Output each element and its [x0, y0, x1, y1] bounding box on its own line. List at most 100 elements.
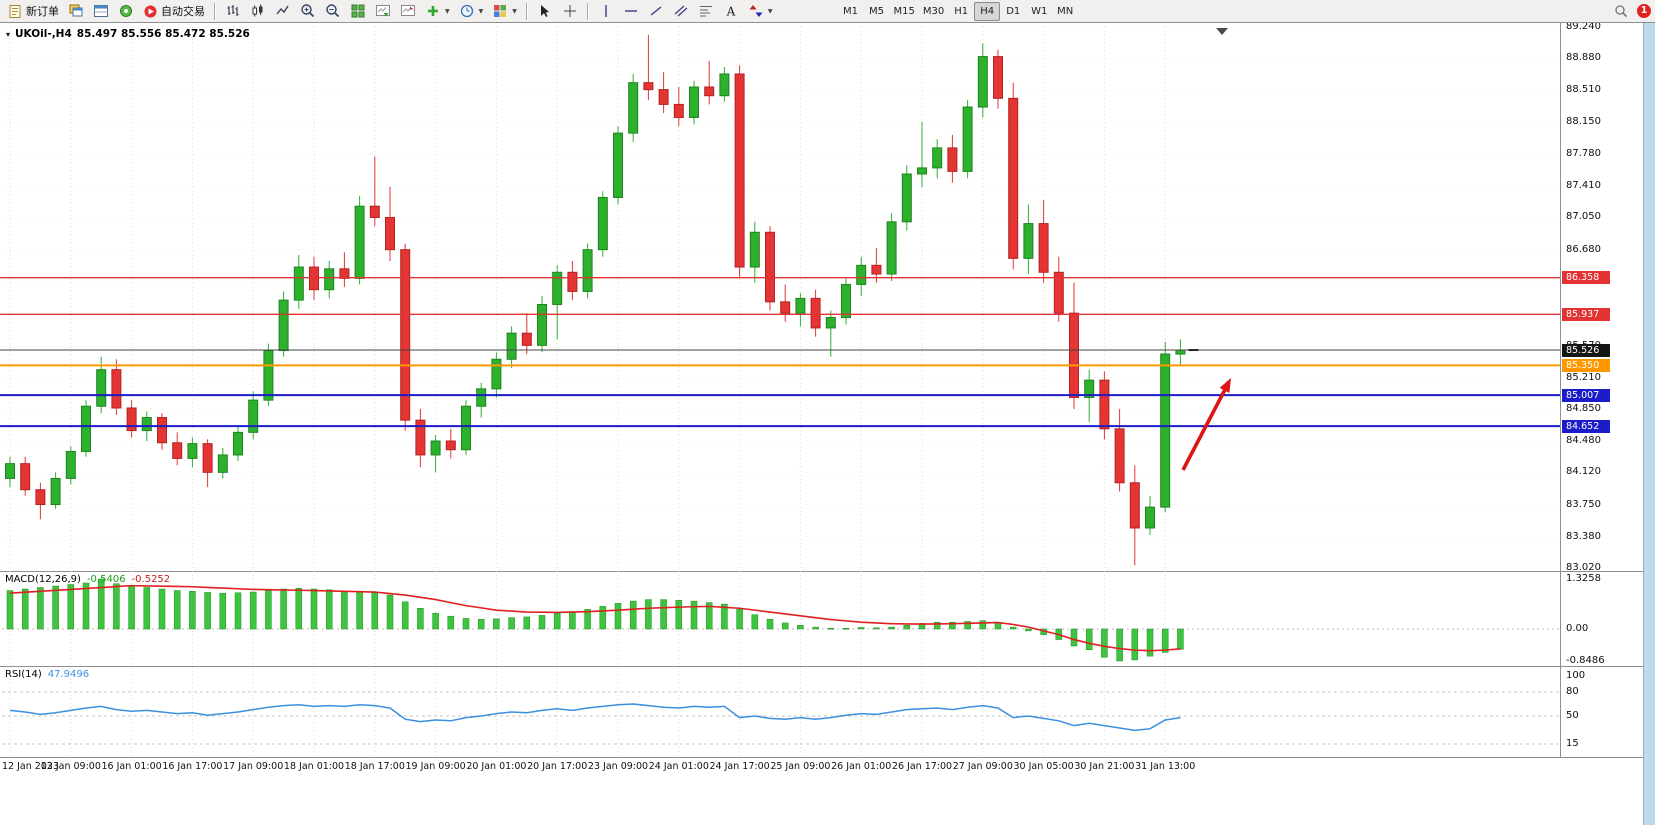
auto-trading-button[interactable]: 自动交易	[139, 1, 209, 21]
channel-tool-button[interactable]	[669, 1, 693, 21]
macd-histogram-bar	[1070, 628, 1078, 647]
price-axis-label: 83.750	[1566, 498, 1601, 510]
tile-windows-icon	[351, 4, 365, 18]
periods-button[interactable]: ▼	[455, 1, 488, 21]
macd-histogram-bar	[356, 591, 363, 630]
candle-body	[263, 350, 274, 401]
vertical-scrollbar[interactable]	[1643, 23, 1655, 825]
notification-badge[interactable]: 1	[1637, 4, 1651, 18]
timeframe-h4[interactable]: H4	[974, 1, 1001, 21]
timeframe-w1[interactable]: W1	[1031, 5, 1048, 17]
search-button[interactable]	[1610, 1, 1633, 21]
charts-window-button[interactable]	[64, 1, 88, 21]
candle-body	[1023, 223, 1034, 259]
vertical-line-tool-button[interactable]	[594, 1, 618, 21]
zoom-out-icon	[326, 4, 340, 18]
charts-window-icon	[69, 4, 83, 17]
auto-scroll-button[interactable]	[371, 1, 395, 21]
market-watch-button[interactable]	[89, 1, 113, 21]
price-tag-85.526[interactable]: 85.526	[1562, 343, 1610, 357]
candle-body	[430, 440, 441, 456]
line-chart-button[interactable]	[271, 1, 295, 21]
timeframe-m30[interactable]: M30	[922, 5, 945, 17]
candle-body	[81, 405, 91, 452]
crosshair-button[interactable]	[558, 1, 582, 21]
price-axis-label: 87.410	[1566, 180, 1601, 192]
trendline-tool-button[interactable]	[644, 1, 668, 21]
timeframe-d1[interactable]: D1	[1006, 5, 1021, 17]
candle-body	[1069, 312, 1079, 399]
time-axis-label: 20 Jan 17:00	[527, 761, 588, 772]
macd-histogram-bar	[82, 582, 90, 630]
candle-body	[1053, 271, 1064, 314]
templates-button[interactable]: ▼	[488, 1, 521, 21]
price-tag-85.007[interactable]: 85.007	[1562, 388, 1610, 402]
candle-body	[962, 106, 973, 172]
candle-body	[385, 216, 395, 251]
candle-body	[415, 419, 426, 456]
price-tag-86.358[interactable]: 86.358	[1562, 271, 1610, 285]
chart-shift-button[interactable]	[396, 1, 420, 21]
candlesticks-icon	[252, 4, 263, 17]
macd-histogram-bar	[265, 590, 272, 630]
navigator-icon	[120, 5, 132, 17]
horizontal-line-tool-button[interactable]	[619, 1, 643, 21]
time-axis-label: 17 Jan 09:00	[223, 761, 284, 772]
timeframe-mn[interactable]: MN	[1057, 5, 1074, 17]
candlestick-chart-button[interactable]	[246, 1, 270, 21]
time-axis-label: 13 Jan 09:00	[40, 761, 101, 772]
candle-body	[461, 405, 471, 451]
price-tag-85.937[interactable]: 85.937	[1562, 307, 1610, 321]
price-tag-85.350[interactable]: 85.350	[1562, 358, 1610, 372]
time-axis-label: 26 Jan 17:00	[891, 761, 953, 772]
zoom-out-button[interactable]	[321, 1, 345, 21]
candle-body	[1160, 353, 1171, 508]
candle-body	[324, 268, 335, 291]
candle-body	[704, 86, 715, 97]
timeframe-m15[interactable]: M15	[893, 5, 915, 17]
zoom-in-icon	[301, 4, 315, 18]
cursor-button[interactable]	[533, 1, 557, 21]
ohlc-bars-icon	[227, 5, 239, 16]
macd-histogram-bar	[1101, 628, 1108, 658]
bar-chart-button[interactable]	[221, 1, 245, 21]
collapse-triangle-icon[interactable]: ▾	[6, 29, 11, 39]
macd-histogram-bar	[523, 616, 531, 630]
fibonacci-tool-button[interactable]	[694, 1, 718, 21]
new-order-button[interactable]: 新订单	[4, 1, 63, 21]
timeframe-m5[interactable]: M5	[869, 5, 884, 17]
macd-axis-label: 1.3258	[1566, 573, 1601, 584]
trendline-icon	[650, 6, 662, 16]
time-axis[interactable]: 12 Jan 2023 13 Jan 09:00 16 Jan 01:00 16 Ja…	[0, 758, 1643, 775]
trend-arrow-line[interactable]	[1181, 386, 1228, 471]
candle-body	[871, 264, 882, 275]
candle-body	[233, 431, 243, 456]
timeframe-h1[interactable]: H1	[954, 5, 969, 17]
chart-end-marker-icon[interactable]	[1216, 28, 1228, 35]
rsi-axis-label: 100	[1566, 670, 1586, 681]
trend-arrow-head[interactable]	[1219, 378, 1231, 393]
arrows-tool-button[interactable]: ▼	[744, 1, 777, 21]
time-axis-label: 18 Jan 17:00	[344, 761, 405, 772]
candle-body	[765, 231, 775, 303]
zoom-in-button[interactable]	[296, 1, 320, 21]
macd-histogram-bar	[705, 602, 713, 630]
macd-histogram-bar	[979, 620, 987, 630]
timeframe-m1[interactable]: M1	[843, 5, 858, 17]
tile-windows-button[interactable]	[346, 1, 370, 21]
price-axis[interactable]: 89.240 88.880 88.510 88.150 87.780 87.410 87.0…	[1561, 0, 1645, 825]
macd-histogram-bar	[675, 600, 683, 630]
macd-histogram-bar	[812, 626, 819, 630]
text-tool-button[interactable]: A	[719, 1, 743, 21]
cursor-icon	[540, 5, 549, 17]
vertical-line-icon	[605, 5, 607, 17]
price-tag-84.652[interactable]: 84.652	[1562, 419, 1610, 433]
navigator-button[interactable]	[114, 1, 138, 21]
time-axis-label: 27 Jan 09:00	[952, 761, 1013, 772]
candle-body	[369, 205, 380, 218]
time-axis-label: 18 Jan 01:00	[283, 761, 345, 772]
chart-title: ▾ UKOil-,H4 85.497 85.556 85.472 85.526	[6, 28, 250, 40]
add-indicator-button[interactable]: ▼	[421, 1, 454, 21]
price-axis-label: 88.150	[1566, 115, 1601, 127]
